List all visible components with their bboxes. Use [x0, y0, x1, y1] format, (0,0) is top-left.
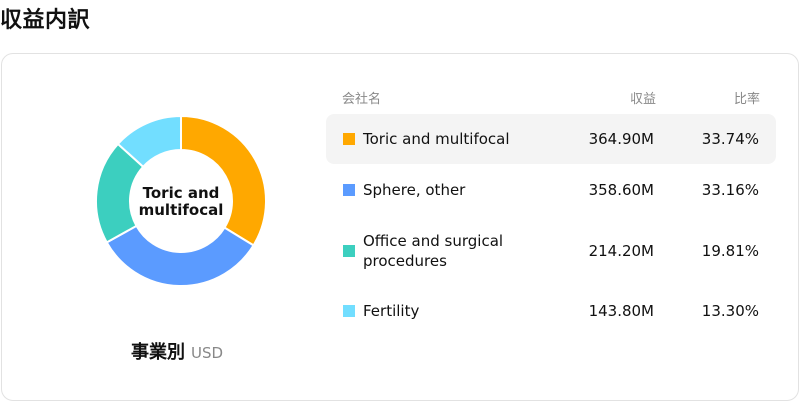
row-value: 143.80M — [588, 302, 654, 320]
row-name: Fertility — [363, 302, 420, 320]
caption-segment: 事業別 — [130, 342, 185, 363]
legend-swatch — [343, 133, 355, 145]
row-value: 364.90M — [588, 130, 654, 148]
table-header: 会社名 収益 比率 — [326, 84, 778, 110]
legend-swatch — [343, 305, 355, 317]
header-company-name: 会社名 — [342, 92, 382, 107]
donut-svg — [95, 115, 267, 287]
breakdown-table: 会社名 収益 比率 Toric and multifocal 364.90M 3… — [326, 84, 778, 320]
table-row[interactable]: Office and surgical procedures 214.20M 1… — [326, 215, 776, 285]
row-ratio: 13.30% — [701, 302, 759, 320]
legend-swatch — [343, 245, 355, 257]
table-row[interactable]: Toric and multifocal 364.90M 33.74% — [326, 114, 776, 164]
header-ratio: 比率 — [733, 92, 760, 107]
chart-caption: 事業別 USD — [2, 338, 352, 364]
row-value: 214.20M — [588, 242, 654, 260]
caption-unit: USD — [190, 344, 224, 362]
header-revenue: 収益 — [629, 92, 656, 107]
row-ratio: 19.81% — [701, 242, 759, 260]
legend-swatch — [343, 184, 355, 196]
row-value: 358.60M — [588, 181, 654, 199]
row-name: Office and surgical procedures — [363, 232, 504, 270]
row-name: Sphere, other — [363, 181, 466, 199]
page-title: 収益内訳 — [0, 8, 91, 33]
table-row[interactable]: Sphere, other 358.60M 33.16% — [326, 164, 776, 215]
table-row[interactable]: Fertility 143.80M 13.30% — [326, 285, 776, 337]
donut-slice-sphere-other[interactable] — [105, 224, 255, 287]
row-ratio: 33.16% — [701, 181, 759, 199]
row-ratio: 33.74% — [701, 130, 759, 148]
donut-slice-fertility[interactable] — [116, 115, 182, 169]
donut-chart: Toric and multifocal — [95, 115, 267, 287]
revenue-breakdown-card: Toric and multifocal 事業別 USD 会社名 収益 比率 Tor… — [1, 53, 799, 401]
donut-slice-toric-and-multifocal[interactable] — [180, 115, 267, 247]
row-name: Toric and multifocal — [363, 130, 510, 148]
donut-center-label: Toric and multifocal — [138, 184, 224, 219]
